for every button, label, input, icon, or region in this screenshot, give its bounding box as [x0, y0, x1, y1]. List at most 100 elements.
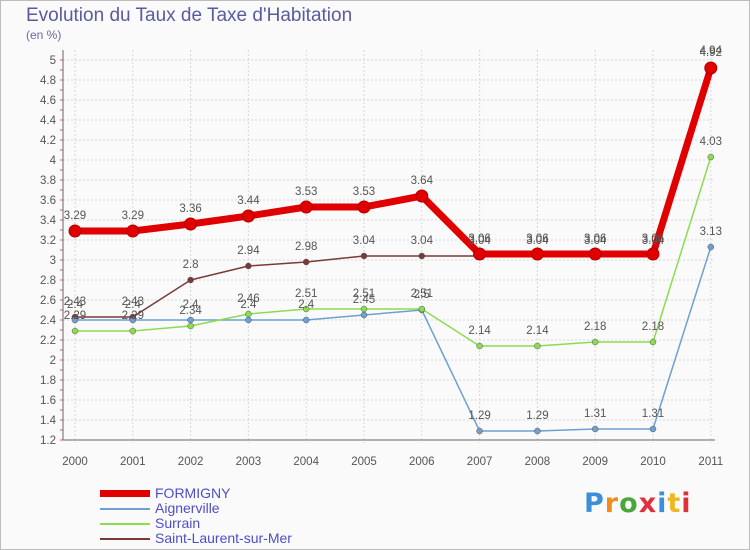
y-tick-label: 1.4 — [40, 415, 57, 427]
point-aignerville — [187, 316, 194, 324]
logo-letter: i — [657, 488, 668, 519]
data-label-saint-laurent-sur-mer: 2.8 — [183, 259, 199, 271]
point-aignerville — [476, 427, 483, 435]
y-tick-label: 2.4 — [40, 315, 57, 327]
point-aignerville — [591, 425, 599, 433]
point-surrain — [302, 305, 310, 313]
point-saint-laurent-sur-mer — [302, 258, 310, 266]
point-saint-laurent-sur-mer — [245, 262, 252, 270]
legend-label-surrain: Surrain — [155, 515, 201, 531]
logo-letter: i — [681, 488, 692, 519]
x-tick-label: 2009 — [582, 456, 608, 468]
point-surrain — [418, 305, 426, 313]
y-tick-label: 4.6 — [40, 95, 56, 107]
legend-swatch-surrain — [100, 523, 150, 525]
point-surrain — [591, 338, 599, 346]
data-label-formigny: 3.06 — [642, 233, 664, 245]
y-tick-label: 2.2 — [40, 335, 56, 347]
point-saint-laurent-sur-mer — [360, 252, 368, 260]
point-surrain — [129, 327, 137, 335]
point-surrain — [360, 305, 368, 313]
y-tick-label: 5 — [50, 55, 56, 67]
point-surrain — [476, 342, 483, 350]
data-label-aignerville: 2.5 — [414, 289, 430, 301]
data-label-aignerville: 1.29 — [468, 410, 490, 422]
point-formigny — [704, 61, 718, 75]
data-label-formigny: 4.92 — [700, 47, 722, 59]
legend-label-formigny: FORMIGNY — [155, 485, 231, 501]
y-tick-label: 3 — [50, 255, 56, 267]
y-tick-label: 1.6 — [40, 395, 56, 407]
logo-letter: x — [638, 488, 658, 519]
data-label-formigny: 3.06 — [468, 233, 490, 245]
legend-label-saint-laurent-sur-mer: Saint-Laurent-sur-Mer — [155, 530, 292, 546]
x-tick-label: 2002 — [178, 456, 204, 468]
data-label-saint-laurent-sur-mer: 3.04 — [411, 235, 434, 247]
data-label-saint-laurent-sur-mer: 2.43 — [64, 296, 86, 308]
data-label-saint-laurent-sur-mer: 4.94 — [700, 45, 723, 57]
data-label-saint-laurent-sur-mer: 3.04 — [526, 235, 549, 247]
data-label-surrain: 2.46 — [237, 293, 259, 305]
legend-swatch-aignerville — [100, 508, 150, 510]
y-tick-label: 3.6 — [40, 195, 56, 207]
proxiti-logo: Proxiti — [584, 488, 692, 519]
point-surrain — [245, 310, 252, 318]
point-aignerville — [129, 316, 137, 324]
data-label-saint-laurent-sur-mer: 3.04 — [353, 235, 376, 247]
data-label-surrain: 2.18 — [584, 321, 606, 333]
data-label-surrain: 4.03 — [700, 136, 722, 148]
legend-swatch-formigny — [100, 490, 150, 497]
x-tick-label: 2010 — [640, 456, 666, 468]
y-tick-label: 2.6 — [40, 295, 56, 307]
point-aignerville — [302, 316, 310, 324]
data-label-aignerville: 2.4 — [125, 299, 142, 311]
data-label-aignerville: 1.31 — [584, 408, 606, 420]
point-formigny — [241, 209, 255, 223]
point-surrain — [534, 342, 541, 350]
data-label-saint-laurent-sur-mer: 2.43 — [122, 296, 144, 308]
point-formigny — [126, 224, 140, 238]
y-tick-label: 3.4 — [40, 215, 57, 227]
point-formigny — [299, 200, 313, 214]
logo-letter: r — [604, 488, 620, 519]
point-surrain — [707, 153, 715, 161]
x-tick-label: 2006 — [409, 456, 435, 468]
data-label-aignerville: 2.4 — [298, 299, 315, 311]
data-label-aignerville: 2.4 — [240, 299, 257, 311]
point-formigny — [415, 189, 429, 203]
point-formigny — [473, 247, 487, 261]
y-tick-label: 1.2 — [40, 435, 56, 447]
logo-letter: P — [584, 488, 605, 519]
point-aignerville — [707, 243, 715, 251]
x-tick-label: 2003 — [236, 456, 262, 468]
y-tick-label: 3.2 — [40, 235, 56, 247]
chart-title: Evolution du Taux de Taxe d'Habitation — [26, 5, 353, 26]
logo-letter: t — [667, 488, 682, 519]
logo-letter: o — [619, 488, 639, 519]
data-label-surrain: 2.18 — [642, 321, 664, 333]
data-label-formigny: 3.06 — [526, 233, 548, 245]
x-tick-label: 2004 — [293, 456, 319, 468]
point-aignerville — [534, 427, 541, 435]
data-label-saint-laurent-sur-mer: 3.04 — [642, 235, 665, 247]
point-formigny — [68, 224, 82, 238]
y-tick-label: 4.2 — [40, 135, 56, 147]
data-labels: 2.43 2.432.82.94 2.98 3.04 3.04 3.04 3.04 3.04 3… — [64, 45, 723, 422]
data-label-aignerville: 1.29 — [526, 410, 548, 422]
point-saint-laurent-sur-mer — [187, 276, 194, 284]
point-formigny — [184, 217, 198, 231]
data-label-formigny: 3.64 — [411, 175, 434, 187]
y-tick-label: 3.8 — [40, 175, 56, 187]
x-tick-label: 2008 — [525, 456, 551, 468]
point-surrain — [649, 338, 657, 346]
legend-swatch-saint-laurent-sur-mer — [100, 538, 150, 540]
data-label-saint-laurent-sur-mer: 2.98 — [295, 241, 317, 253]
data-label-surrain: 2.51 — [353, 288, 375, 300]
point-surrain — [71, 327, 79, 335]
point-aignerville — [71, 316, 79, 324]
data-label-formigny: 3.53 — [353, 186, 375, 198]
y-tick-label: 4 — [50, 155, 57, 167]
data-label-formigny: 3.53 — [295, 186, 317, 198]
